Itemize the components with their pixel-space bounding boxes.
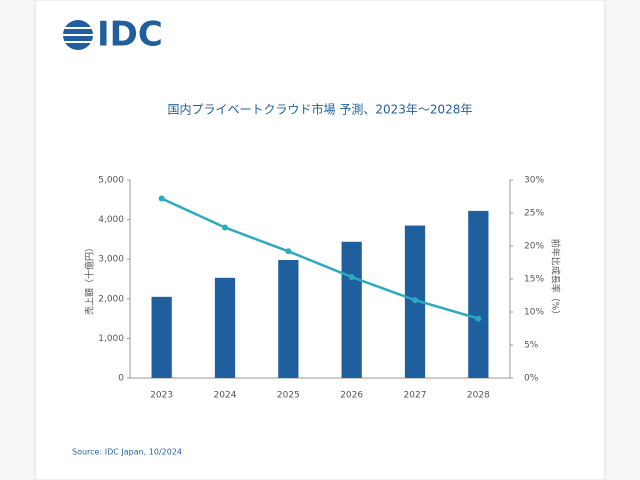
bar	[341, 241, 362, 378]
y2-tick-label: 30%	[524, 176, 544, 186]
y-tick-label: 0	[118, 374, 124, 384]
y-tick-label: 3,000	[98, 255, 124, 265]
y2-tick-label: 15%	[524, 275, 544, 285]
chart-title: 国内プライベートクラウド市場 予測、2023年～2028年	[168, 102, 473, 117]
bar	[278, 259, 299, 378]
y2-tick-label: 10%	[524, 308, 544, 318]
bar	[468, 210, 489, 378]
y2-tick-label: 20%	[524, 242, 544, 252]
line-marker	[285, 248, 292, 255]
logo-text: IDC	[97, 15, 163, 55]
logo-icon	[63, 20, 93, 50]
y2-tick-label: 0%	[524, 374, 539, 384]
y2-axis-label: 前年比成長率（%）	[550, 239, 562, 320]
y-tick-label: 5,000	[98, 176, 124, 186]
bar	[214, 277, 236, 378]
x-tick-label: 2025	[277, 391, 300, 401]
y2-tick-label: 25%	[524, 209, 544, 219]
y-tick-label: 2,000	[98, 294, 124, 304]
x-tick-label: 2024	[214, 391, 237, 401]
x-tick-label: 2027	[404, 391, 427, 401]
y-axis-label: 売上額（十億円）	[84, 243, 96, 315]
line-marker	[348, 274, 355, 281]
line-marker	[412, 297, 418, 304]
line	[161, 197, 479, 320]
line-marker	[158, 195, 165, 202]
card	[34, 0, 606, 480]
x-tick-label: 2023	[150, 391, 173, 401]
y-tick-label: 4,000	[98, 215, 124, 225]
x-tick-label: 2028	[467, 391, 490, 401]
source: Source: IDC Japan, 10/2024	[72, 448, 182, 457]
line-marker	[222, 224, 228, 231]
bar	[151, 296, 172, 378]
line-marker	[475, 315, 482, 322]
y-tick-label: 1,000	[98, 334, 124, 344]
x-tick-label: 2026	[340, 391, 363, 401]
y2-tick-label: 5%	[524, 341, 539, 351]
